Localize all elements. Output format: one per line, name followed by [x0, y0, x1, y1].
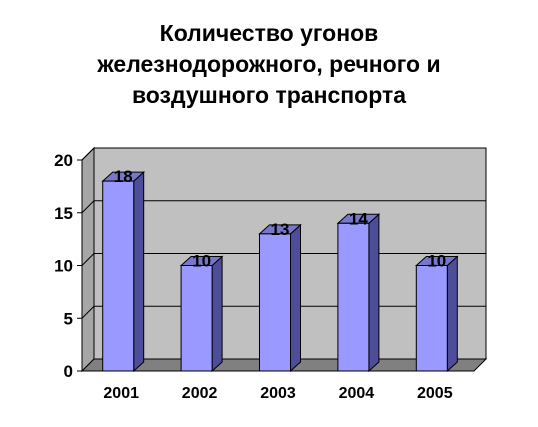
bar [259, 233, 291, 372]
data-label: 10 [427, 252, 446, 271]
y-tick-label: 0 [64, 362, 73, 381]
x-tick-label: 2002 [182, 385, 218, 402]
bar-side [290, 223, 301, 373]
bar [102, 180, 135, 372]
y-tick-label: 20 [54, 151, 73, 170]
x-tick-label: 2001 [103, 385, 139, 402]
chart-title-line-3: воздушного транспорта [131, 82, 407, 108]
chart-title-line-2: железнодорожного, речного и [97, 51, 441, 77]
data-label: 18 [114, 167, 133, 186]
gridline-side [81, 253, 95, 266]
gridline-side [81, 200, 95, 214]
bar [337, 222, 370, 372]
data-label: 14 [349, 209, 368, 228]
chart-title-line-1: Количество угонов [159, 20, 379, 46]
x-tick-label: 2005 [417, 385, 453, 402]
bar-side [211, 255, 223, 373]
y-tick-label: 5 [64, 309, 73, 328]
bar [415, 265, 448, 372]
bar-side [368, 213, 380, 373]
y-tick-label: 10 [54, 257, 73, 276]
chart-title: Количество угонов железнодорожного, речн… [0, 18, 538, 111]
data-label: 13 [271, 220, 290, 239]
data-label: 10 [192, 252, 211, 271]
y-tick-label: 15 [54, 204, 73, 223]
x-tick-label: 2004 [339, 385, 375, 402]
gridline-side [81, 305, 95, 319]
bar-side [446, 255, 458, 373]
bar-side [133, 170, 145, 373]
x-tick-label: 2003 [260, 385, 296, 402]
gridline-side [81, 147, 95, 161]
bar [180, 265, 213, 372]
